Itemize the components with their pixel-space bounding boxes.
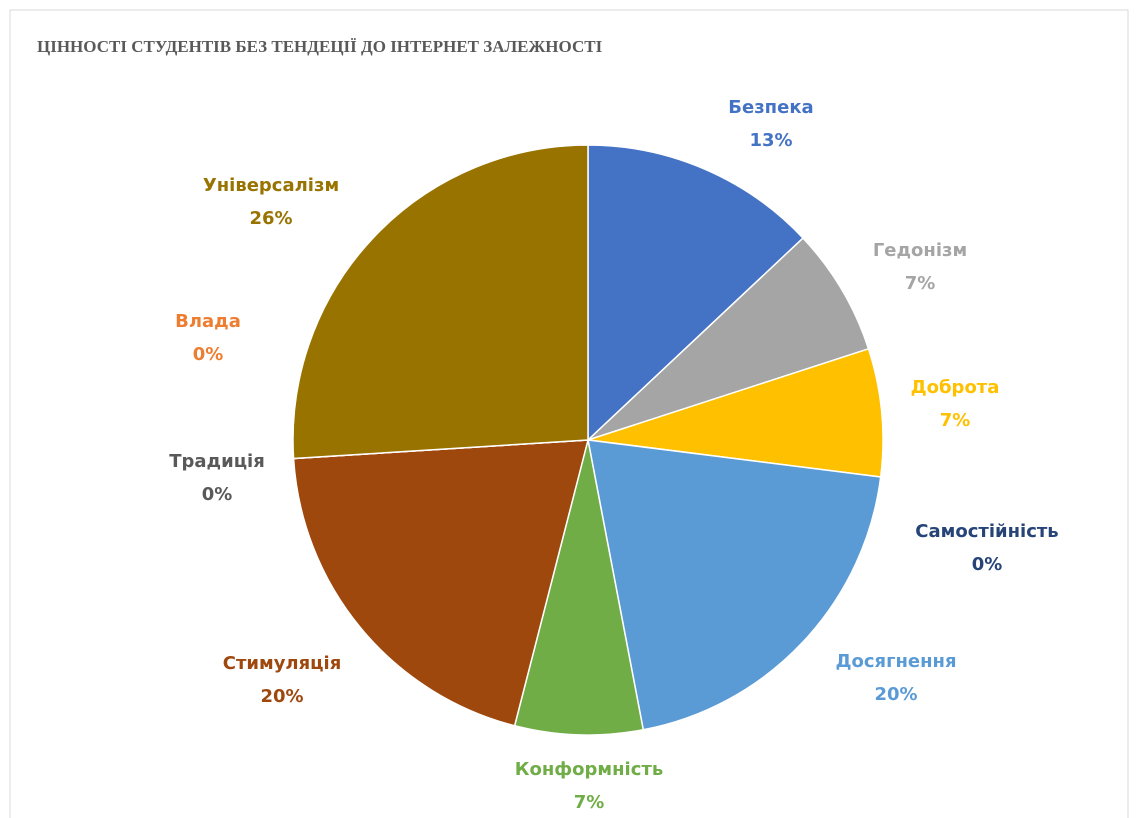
slice-value-label: 7% [905, 273, 936, 294]
chart-title: ЦІННОСТІ СТУДЕНТІВ БЕЗ ТЕНДЕЦІЇ ДО ІНТЕР… [37, 37, 603, 56]
slice-label: Універсалізм [203, 175, 339, 196]
slice-value-label: 0% [202, 484, 233, 505]
slice-value-label: 7% [940, 410, 971, 431]
pie-slice [587, 236, 870, 441]
slice-label: Безпека [728, 97, 813, 118]
slice-label: Традиція [169, 451, 265, 472]
pie-slice [292, 439, 589, 727]
pie-slice [587, 347, 884, 478]
pie-slice [587, 439, 882, 731]
slice-label: Досягнення [835, 651, 956, 672]
slice-value-label: 7% [574, 792, 605, 813]
pie-slice [292, 144, 589, 460]
slice-value-label: 20% [874, 684, 917, 705]
slice-value-label: 13% [749, 130, 792, 151]
slice-value-label: 0% [193, 344, 224, 365]
slice-value-label: 20% [260, 686, 303, 707]
slice-value-label: 26% [249, 208, 292, 229]
slice-label: Гедонізм [873, 240, 967, 261]
slice-value-label: 0% [972, 554, 1003, 575]
pie-slice [587, 144, 805, 442]
slice-label: Самостійність [915, 521, 1058, 542]
pie-slice [513, 439, 645, 736]
slice-label: Стимуляція [223, 653, 342, 674]
slice-label: Доброта [911, 377, 1000, 398]
slice-label: Конформність [515, 759, 663, 780]
slice-label: Влада [175, 311, 241, 332]
